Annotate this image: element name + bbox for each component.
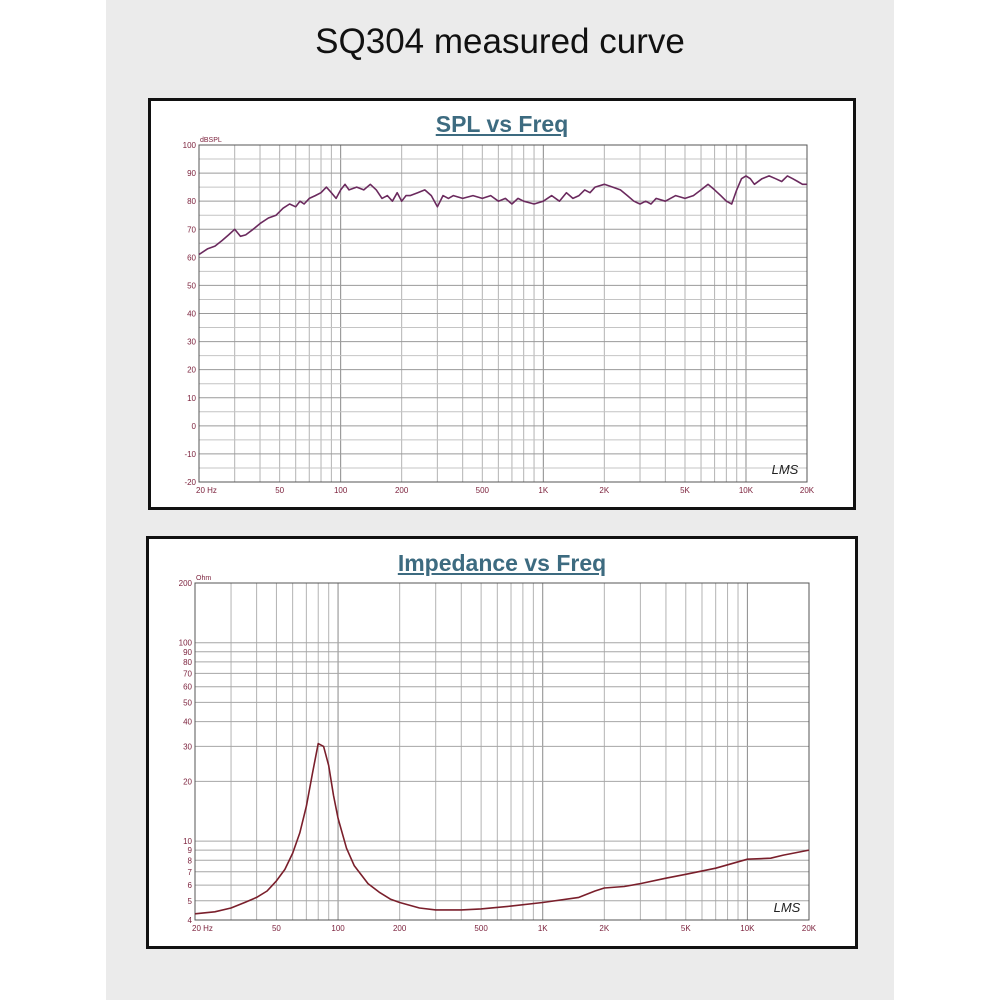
spl-x-tick-label: 500 <box>476 486 490 495</box>
impedance-x-tick-label: 20K <box>802 924 817 933</box>
impedance-x-tick-label: 20 Hz <box>192 924 213 933</box>
impedance-x-tick-label: 100 <box>331 924 345 933</box>
spl-y-tick-label: 10 <box>187 394 196 403</box>
spl-x-tick-label: 2K <box>599 486 609 495</box>
spl-y-tick-label: 0 <box>192 422 197 431</box>
impedance-y-tick-label: 40 <box>183 718 192 727</box>
spl-x-tick-label: 1K <box>538 486 548 495</box>
spl-chart-title: SPL vs Freq <box>435 111 569 137</box>
impedance-x-tick-label: 10K <box>740 924 755 933</box>
impedance-x-tick-label: 1K <box>538 924 548 933</box>
impedance-chart-title: Impedance vs Freq <box>397 550 607 576</box>
impedance-x-tick-label: 2K <box>599 924 609 933</box>
spl-x-tick-label: 100 <box>334 486 348 495</box>
impedance-y-axis-label: Ohm <box>196 575 211 582</box>
impedance-x-tick-label: 500 <box>474 924 488 933</box>
impedance-x-tick-label: 50 <box>272 924 281 933</box>
impedance-lms-watermark: LMS <box>774 900 801 915</box>
spl-y-tick-label: 100 <box>183 141 197 150</box>
impedance-x-tick-label: 200 <box>393 924 407 933</box>
spl-series-line-0 <box>198 175 807 256</box>
spl-y-tick-label: 20 <box>187 366 196 375</box>
spl-y-tick-label: 60 <box>187 253 196 262</box>
impedance-y-tick-label: 100 <box>179 639 193 648</box>
impedance-y-tick-label: 60 <box>183 683 192 692</box>
impedance-y-tick-label: 4 <box>188 916 193 925</box>
impedance-y-tick-label: 50 <box>183 698 192 707</box>
spl-y-tick-label: 70 <box>187 225 196 234</box>
page-title: SQ304 measured curve <box>315 22 685 61</box>
impedance-chart-panel: Impedance vs Freq 200 100 90 80 70 60 50 40 30 20… <box>146 536 858 949</box>
impedance-y-tick-label: 30 <box>183 742 192 751</box>
impedance-y-tick-label: 7 <box>188 868 193 877</box>
spl-x-tick-label: 5K <box>680 486 690 495</box>
impedance-plot-frame <box>194 582 810 921</box>
impedance-y-tick-label: 8 <box>188 856 193 865</box>
impedance-y-tick-label: 90 <box>183 648 192 657</box>
spl-x-tick-label: 200 <box>395 486 409 495</box>
spl-y-tick-label: 90 <box>187 169 196 178</box>
impedance-y-tick-label: 9 <box>188 846 193 855</box>
impedance-plot-area <box>195 583 809 920</box>
spl-y-axis-label: dBSPL <box>200 137 222 144</box>
spl-y-tick-label: -10 <box>184 450 196 459</box>
impedance-x-tick-label: 5K <box>681 924 691 933</box>
spl-y-tick-label: -20 <box>184 478 196 487</box>
spl-x-tick-label: 50 <box>275 486 284 495</box>
spl-chart-panel: SPL vs Freq 100 90 80 70 60 50 40 30 20 10 0 -10 -20… <box>148 98 856 510</box>
spl-y-tick-label: 30 <box>187 338 196 347</box>
spl-x-tick-label: 20K <box>800 486 815 495</box>
impedance-y-tick-label: 70 <box>183 669 192 678</box>
spl-y-tick-label: 80 <box>187 197 196 206</box>
spl-y-tick-label: 40 <box>187 310 196 319</box>
impedance-y-tick-label: 10 <box>183 837 192 846</box>
spl-lms-watermark: LMS <box>772 462 799 477</box>
spl-x-tick-label: 20 Hz <box>196 486 217 495</box>
impedance-series-line-0 <box>194 742 810 915</box>
impedance-y-tick-label: 6 <box>188 881 193 890</box>
spl-y-tick-label: 50 <box>187 281 196 290</box>
impedance-vertical-grid <box>194 583 810 920</box>
impedance-y-tick-label: 5 <box>188 897 193 906</box>
impedance-y-tick-label: 20 <box>183 777 192 786</box>
impedance-y-tick-label: 200 <box>179 579 193 588</box>
spl-plot-frame <box>198 144 808 483</box>
spl-x-tick-label: 10K <box>739 486 754 495</box>
impedance-y-tick-label: 80 <box>183 658 192 667</box>
